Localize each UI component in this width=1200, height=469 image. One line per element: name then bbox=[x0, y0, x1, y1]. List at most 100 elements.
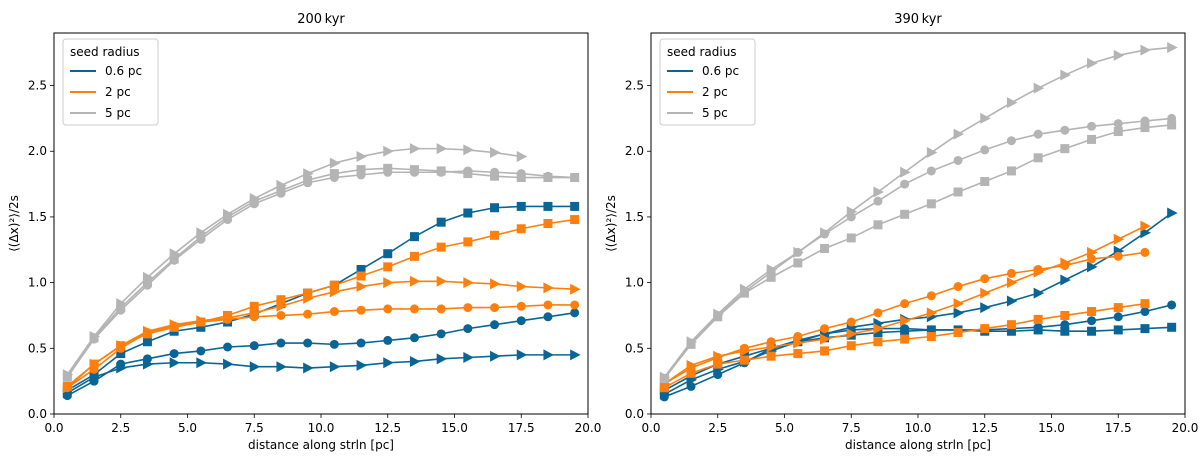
data-point bbox=[846, 206, 858, 218]
data-point bbox=[329, 307, 339, 317]
data-point bbox=[409, 232, 419, 242]
x-tick-label: 15.0 bbox=[1038, 421, 1065, 435]
data-point bbox=[820, 227, 831, 239]
data-point bbox=[383, 249, 393, 259]
data-point bbox=[953, 187, 963, 197]
data-point bbox=[276, 179, 287, 191]
data-point bbox=[570, 349, 581, 361]
data-point bbox=[543, 349, 554, 361]
data-point bbox=[196, 227, 207, 239]
chart-title: 200 kyr bbox=[297, 12, 345, 27]
data-point bbox=[820, 243, 830, 253]
data-point bbox=[196, 346, 206, 356]
series-0.6pc-triangle bbox=[62, 349, 581, 399]
series-0.6pc-circle bbox=[62, 308, 580, 401]
data-point bbox=[1140, 307, 1150, 317]
axes-frame bbox=[53, 32, 589, 415]
data-point bbox=[1087, 261, 1098, 273]
y-tick-label: 1.5 bbox=[625, 210, 644, 224]
y-tick-label: 2.5 bbox=[28, 79, 47, 93]
data-point bbox=[516, 150, 528, 162]
y-tick-label: 0.0 bbox=[28, 407, 47, 421]
data-point bbox=[926, 147, 938, 159]
data-point bbox=[570, 201, 580, 211]
data-point bbox=[1033, 287, 1045, 299]
data-point bbox=[303, 288, 313, 298]
data-point bbox=[570, 173, 580, 183]
data-point bbox=[169, 319, 181, 331]
data-point bbox=[820, 333, 831, 345]
y-axis-label: ⟨(Δx)²⟩/2s bbox=[604, 195, 618, 252]
data-point bbox=[490, 303, 500, 313]
data-point bbox=[1006, 268, 1016, 278]
data-point bbox=[409, 355, 421, 367]
data-point bbox=[383, 262, 393, 272]
data-point bbox=[543, 171, 553, 181]
data-point bbox=[436, 143, 448, 155]
data-point bbox=[1006, 136, 1016, 146]
data-point bbox=[516, 349, 528, 361]
data-point bbox=[356, 338, 366, 348]
data-point bbox=[516, 301, 526, 311]
data-point bbox=[356, 150, 368, 162]
legend-box bbox=[62, 38, 159, 126]
data-point bbox=[303, 178, 313, 188]
data-point bbox=[570, 283, 581, 295]
data-point bbox=[142, 325, 154, 337]
data-point bbox=[1033, 314, 1043, 324]
legend-title: seed radius bbox=[667, 45, 737, 59]
data-point bbox=[820, 324, 830, 334]
x-tick-label: 12.5 bbox=[971, 421, 998, 435]
data-point bbox=[1113, 233, 1125, 245]
data-point bbox=[436, 353, 448, 365]
x-tick-label: 0.0 bbox=[44, 421, 63, 435]
data-point bbox=[1060, 144, 1070, 154]
data-point bbox=[490, 320, 500, 330]
data-point bbox=[1087, 246, 1098, 258]
data-point bbox=[980, 302, 991, 314]
data-point bbox=[409, 304, 419, 314]
data-point bbox=[276, 295, 286, 305]
data-point bbox=[329, 280, 339, 290]
data-point bbox=[142, 271, 154, 283]
data-point bbox=[570, 300, 580, 310]
data-point bbox=[873, 196, 883, 206]
data-point bbox=[686, 368, 696, 378]
data-point bbox=[436, 275, 448, 287]
series-5pc-circle bbox=[62, 166, 580, 382]
data-point bbox=[89, 330, 101, 342]
data-point bbox=[980, 145, 990, 155]
data-point bbox=[463, 144, 474, 156]
data-point bbox=[953, 128, 965, 140]
y-tick-label: 0.5 bbox=[28, 341, 47, 355]
data-point bbox=[169, 349, 179, 359]
data-point bbox=[1113, 312, 1123, 322]
data-point bbox=[1140, 220, 1151, 232]
data-point bbox=[1113, 325, 1123, 335]
data-point bbox=[516, 224, 526, 234]
x-tick-label: 7.5 bbox=[842, 421, 861, 435]
data-point bbox=[142, 280, 152, 290]
data-point bbox=[142, 337, 152, 347]
data-point bbox=[516, 281, 528, 293]
data-point bbox=[1033, 129, 1043, 139]
data-point bbox=[436, 304, 446, 314]
x-tick-label: 10.0 bbox=[308, 421, 335, 435]
data-point bbox=[490, 278, 501, 290]
x-tick-label: 0.0 bbox=[641, 421, 660, 435]
data-point bbox=[766, 351, 776, 361]
series-line bbox=[663, 117, 1172, 380]
data-point bbox=[1033, 82, 1045, 94]
data-point bbox=[383, 277, 394, 289]
data-point bbox=[89, 371, 101, 383]
chart-panel-1: 200 kyr 0.0 2.5 5.0 7.5 10.0 12.5 15.0 17.5 20.0 0… bbox=[7, 12, 601, 452]
data-point bbox=[356, 305, 366, 315]
data-point bbox=[409, 143, 421, 155]
data-point bbox=[1113, 49, 1125, 61]
x-tick-label: 15.0 bbox=[441, 421, 468, 435]
data-point bbox=[980, 324, 990, 334]
data-point bbox=[543, 219, 553, 228]
plot-area bbox=[62, 143, 581, 401]
data-point bbox=[900, 209, 910, 219]
